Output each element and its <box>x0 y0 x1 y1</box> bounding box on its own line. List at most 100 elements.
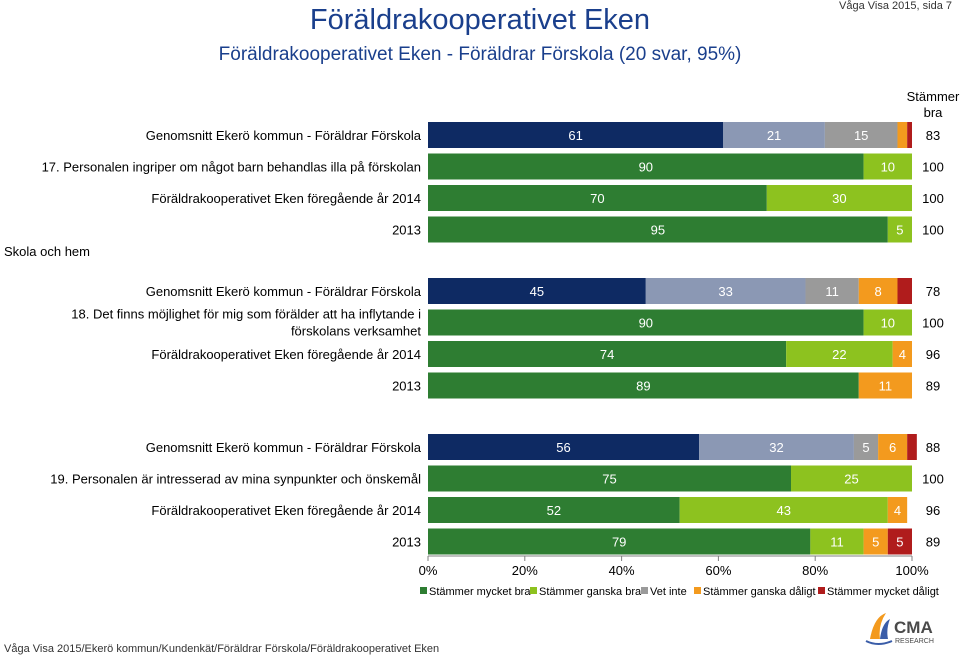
data-label-g17-r2-s0: 70 <box>590 191 604 206</box>
bar-segment-g19-r0-s2 <box>853 434 879 460</box>
total-value-g17-r2: 100 <box>922 191 944 206</box>
question-label-18-line2: förskolans verksamhet <box>291 324 421 339</box>
bar-segment-g17-r0-s0 <box>428 122 724 148</box>
data-label-g18-r3-s3: 11 <box>879 379 893 394</box>
bar-segment-g17-r0-s2 <box>824 122 898 148</box>
bar-segment-g18-r2-s1 <box>786 341 893 367</box>
logo-text: CMA <box>894 618 933 637</box>
page-subtitle: Föräldrakooperativet Eken - Föräldrar Fö… <box>218 44 742 65</box>
question-label-19: 19. Personalen är intresserad av mina sy… <box>50 472 421 487</box>
data-label-g19-r2-s4: 0 <box>910 503 917 518</box>
bar-segment-g17-r3-s1 <box>887 216 912 243</box>
data-label-g18-r2-s0: 74 <box>600 347 614 362</box>
total-value-g19-r2: 96 <box>926 503 940 518</box>
bar-segment-g17-r3-s0 <box>428 216 888 243</box>
data-label-g19-r3-s0: 79 <box>612 535 626 550</box>
data-label-g19-r3-s3: 5 <box>872 535 879 550</box>
bar-segment-g17-r1-s0 <box>428 153 864 180</box>
data-label-g18-r0-s4: 3 <box>914 284 921 299</box>
data-label-g18-r0-s3: 8 <box>875 284 882 299</box>
logo-sail-orange <box>870 613 886 639</box>
data-label-g18-r1-s1: 10 <box>881 316 895 331</box>
data-label-g18-r3-s0: 89 <box>636 379 650 394</box>
bar-segment-g19-r2-s3 <box>887 497 908 523</box>
bar-segment-g19-r1-s0 <box>428 465 791 492</box>
bar-segment-g19-r0-s0 <box>428 434 700 460</box>
bar-segment-g19-r1-s1 <box>791 465 912 492</box>
cma-research-logo: CMA RESEARCH <box>865 613 934 645</box>
row-label-g19-r0: Genomsnitt Ekerö kommun - Föräldrar Förs… <box>146 440 422 455</box>
data-label-g19-r1-s1: 25 <box>844 472 858 487</box>
total-value-g19-r1: 100 <box>922 472 944 487</box>
legend-label-2: Vet inte <box>650 586 687 598</box>
x-tick-label-5: 100% <box>895 563 929 578</box>
bar-segment-g18-r2-s3 <box>892 341 912 367</box>
bar-segment-g18-r0-s0 <box>428 278 646 304</box>
row-label-g18-r0: Genomsnitt Ekerö kommun - Föräldrar Förs… <box>146 284 422 299</box>
total-column-header-line1: Stämmer <box>907 89 960 104</box>
data-label-g19-r3-s4: 5 <box>896 535 903 550</box>
legend-label-4: Stämmer mycket dåligt <box>827 586 939 598</box>
data-label-g19-r2-s0: 52 <box>547 503 561 518</box>
data-label-g17-r2-s2: 0 <box>914 191 921 206</box>
x-tick-label-3: 60% <box>705 563 731 578</box>
bar-segment-g19-r3-s4 <box>887 528 912 555</box>
bar-segment-g17-r0-s4 <box>907 122 912 148</box>
bar-segment-g19-r3-s1 <box>810 528 864 555</box>
data-label-g17-r2-s1: 30 <box>832 191 846 206</box>
data-label-g17-r1-s0: 90 <box>639 160 653 175</box>
data-label-g17-r0-s3: 2 <box>910 128 917 143</box>
bar-segment-g18-r0-s4 <box>897 278 912 304</box>
data-label-g17-r3-s2: 0 <box>914 223 921 238</box>
bar-segment-g18-r1-s0 <box>428 309 864 336</box>
bar-segment-g17-r0-s3 <box>897 122 908 148</box>
legend-swatch-3 <box>694 587 701 594</box>
x-tick-label-2: 40% <box>609 563 635 578</box>
bar-segment-g19-r0-s3 <box>878 434 908 460</box>
bar-segment-g19-r2-s0 <box>428 497 680 523</box>
total-value-g17-r3: 100 <box>922 223 944 238</box>
data-label-g19-r0-s1: 32 <box>769 440 783 455</box>
row-label-g19-r3: 2013 <box>392 535 421 550</box>
data-label-g18-r2-s1: 22 <box>832 347 846 362</box>
data-label-g17-r3-s0: 95 <box>651 223 665 238</box>
data-label-g18-r3-s4: 0 <box>914 379 921 394</box>
data-label-g18-r1-s2: 0 <box>914 316 921 331</box>
data-label-g17-r3-s1: 5 <box>896 223 903 238</box>
total-value-g18-r0: 78 <box>926 284 940 299</box>
footer-path: Våga Visa 2015/Ekerö kommun/Kundenkät/Fö… <box>4 643 440 655</box>
total-value-g19-r0: 88 <box>926 440 940 455</box>
data-label-g19-r0-s0: 56 <box>556 440 570 455</box>
question-label-18-line1: 18. Det finns möjlighet för mig som förä… <box>71 307 421 322</box>
data-label-g18-r2-s3: 4 <box>899 347 906 362</box>
bar-segment-g17-r2-s0 <box>428 185 767 211</box>
bar-segment-g18-r0-s3 <box>858 278 898 304</box>
data-label-g17-r0-s2: 15 <box>854 128 868 143</box>
total-value-g18-r3: 89 <box>926 379 940 394</box>
data-label-g18-r0-s2: 11 <box>825 284 839 299</box>
data-label-g17-r1-s1: 10 <box>881 160 895 175</box>
bar-segment-g19-r0-s4 <box>907 434 917 460</box>
page-reference: Våga Visa 2015, sida 7 <box>839 0 952 12</box>
x-tick-label-1: 20% <box>512 563 538 578</box>
question-label-17: 17. Personalen ingriper om något barn be… <box>42 160 421 175</box>
bar-segment-g18-r0-s2 <box>805 278 859 304</box>
data-label-g17-r0-s4: 0 <box>914 128 921 143</box>
data-label-g18-r0-s0: 45 <box>530 284 544 299</box>
bar-segment-g18-r3-s3 <box>858 372 912 399</box>
data-label-g19-r0-s3: 6 <box>889 440 896 455</box>
bar-segment-g17-r2-s1 <box>766 185 912 211</box>
x-tick-label-4: 80% <box>802 563 828 578</box>
total-value-g18-r2: 96 <box>926 347 940 362</box>
row-label-g17-r0: Genomsnitt Ekerö kommun - Föräldrar Förs… <box>146 128 422 143</box>
data-label-g19-r1-s2: 0 <box>914 472 921 487</box>
bar-segment-g19-r0-s1 <box>699 434 854 460</box>
bar-segment-g17-r1-s1 <box>863 153 912 180</box>
data-label-g19-r0-s4: 2 <box>919 440 926 455</box>
data-label-g17-r0-s1: 21 <box>767 128 781 143</box>
legend-swatch-4 <box>818 587 825 594</box>
data-label-g18-r1-s0: 90 <box>639 316 653 331</box>
data-label-g19-r2-s3: 4 <box>894 503 901 518</box>
logo-subtext: RESEARCH <box>895 638 934 645</box>
legend-swatch-1 <box>530 587 537 594</box>
